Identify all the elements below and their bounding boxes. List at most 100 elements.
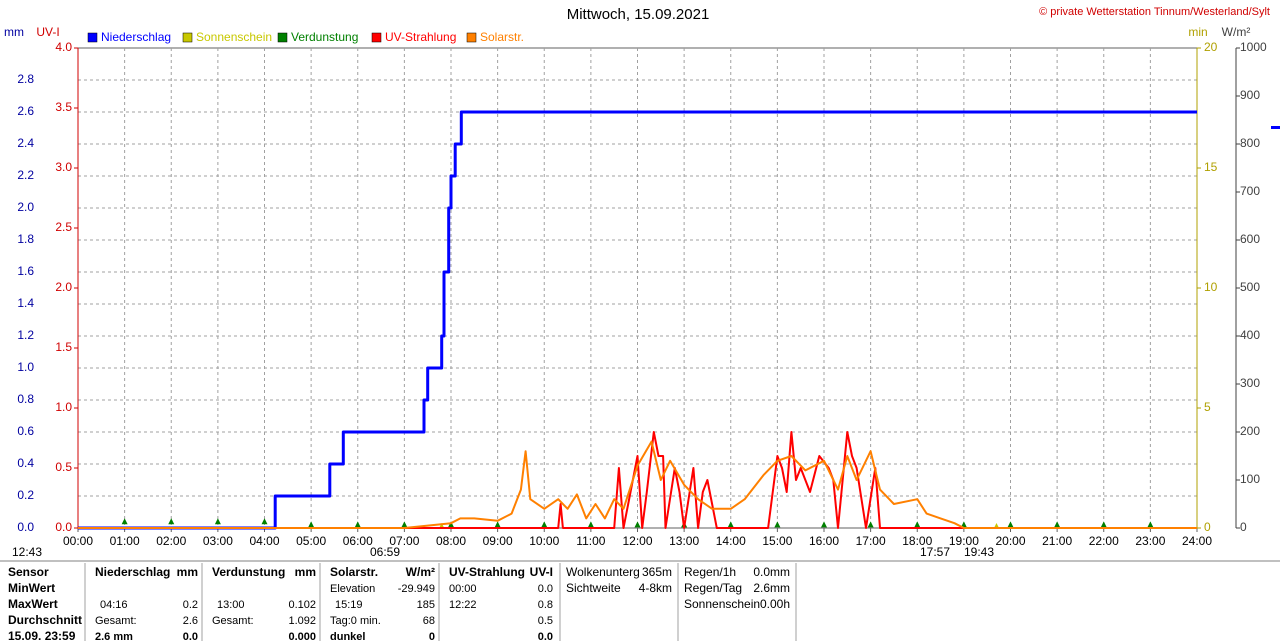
cell: 0.0: [538, 583, 553, 595]
y-tick-label: 10: [1204, 280, 1218, 294]
cell: 0: [429, 631, 435, 641]
info-label: Regen/Tag: [684, 581, 742, 595]
marker: [1147, 521, 1154, 528]
row-label: MinWert: [8, 581, 55, 595]
legend-swatch: [277, 32, 288, 43]
annotation: 06:59: [370, 545, 400, 559]
y-tick-label: 15: [1204, 160, 1218, 174]
row-label: Sensor: [8, 565, 49, 579]
legend-label: UV-Strahlung: [385, 30, 456, 44]
block-unit: W/m²: [406, 565, 435, 579]
y-tick-label: 2.6: [17, 104, 34, 118]
x-tick-label: 24:00: [1182, 534, 1212, 548]
x-tick-label: 03:00: [203, 534, 233, 548]
info-value: 4-8km: [639, 581, 672, 595]
y-tick-label: 4.0: [55, 40, 72, 54]
cell: 04:16: [100, 599, 128, 611]
annotation: 12:43: [12, 545, 42, 559]
series-line: [78, 440, 1197, 529]
y-tick-label: 2.8: [17, 72, 34, 86]
legend-label: Solarstr.: [480, 30, 524, 44]
y-tick-label: 0.8: [17, 392, 34, 406]
x-tick-label: 07:00: [389, 534, 419, 548]
marker: [541, 521, 548, 528]
legend-label: Sonnenschein: [196, 30, 272, 44]
y-tick-label: 3.5: [55, 100, 72, 114]
y-tick-label: 1.8: [17, 232, 34, 246]
cell: 2.6 mm: [95, 631, 133, 641]
x-tick-label: 09:00: [483, 534, 513, 548]
y-tick-label: 0: [1240, 520, 1247, 534]
x-tick-label: 16:00: [809, 534, 839, 548]
y-tick-label: 3.0: [55, 160, 72, 174]
y-tick-label: 800: [1240, 136, 1260, 150]
axis-unit: min: [1188, 25, 1207, 39]
cell: 0.5: [538, 615, 553, 627]
legend-swatch: [182, 32, 193, 43]
x-tick-label: 19:00: [949, 534, 979, 548]
annotation: 17:57: [920, 545, 950, 559]
series-line: [78, 431, 1197, 529]
block-unit: UV-I: [530, 565, 553, 579]
x-tick-label: 11:00: [576, 534, 605, 548]
marker: [867, 521, 874, 528]
x-tick-label: 17:00: [856, 534, 886, 548]
cell: -29.949: [398, 583, 435, 595]
y-tick-label: 2.0: [55, 280, 72, 294]
x-tick-label: 02:00: [156, 534, 186, 548]
y-tick-label: 1.0: [17, 360, 34, 374]
cell: 00:00: [449, 583, 477, 595]
info-label: Sonnenschein: [684, 597, 760, 611]
y-tick-label: 0.0: [55, 520, 72, 534]
x-tick-label: 04:00: [249, 534, 279, 548]
y-tick-label: 0.6: [17, 424, 34, 438]
x-tick-label: 21:00: [1042, 534, 1072, 548]
annotation: 19:43: [964, 545, 994, 559]
marker: [494, 521, 501, 528]
legend-label: Verdunstung: [291, 30, 358, 44]
marker: [214, 518, 221, 525]
marker: [354, 521, 361, 528]
side-marker: [1271, 126, 1280, 129]
y-tick-label: 400: [1240, 328, 1260, 342]
block-unit: mm: [177, 565, 198, 579]
y-tick-label: 2.2: [17, 168, 34, 182]
y-tick-label: 500: [1240, 280, 1260, 294]
y-tick-label: 900: [1240, 88, 1260, 102]
block-unit: mm: [295, 565, 316, 579]
x-tick-label: 01:00: [110, 534, 140, 548]
cell: 13:00: [217, 599, 245, 611]
info-label: Regen/1h: [684, 565, 736, 579]
marker: [821, 521, 827, 528]
cell: 1.092: [288, 615, 316, 627]
cell: 0.0: [183, 631, 198, 641]
x-tick-label: 08:00: [436, 534, 466, 548]
y-tick-label: 1.2: [17, 328, 34, 342]
block-header: Solarstr.: [330, 565, 378, 579]
x-tick-label: 15:00: [762, 534, 792, 548]
marker: [960, 521, 967, 528]
x-tick-label: 18:00: [902, 534, 932, 548]
y-tick-label: 1.5: [55, 340, 72, 354]
block-header: Niederschlag: [95, 565, 170, 579]
cell: 0.2: [183, 599, 198, 611]
cell: 15:19: [335, 599, 363, 611]
x-tick-label: 14:00: [716, 534, 746, 548]
info-value: 365m: [642, 565, 672, 579]
marker: [1007, 521, 1014, 528]
row-label: Durchschnitt: [8, 613, 82, 627]
copyright: © private Wetterstation Tinnum/Westerlan…: [1039, 6, 1270, 18]
info-value: 2.6mm: [753, 581, 790, 595]
marker: [1100, 521, 1107, 528]
cell: 0.102: [288, 599, 316, 611]
legend-swatch: [466, 32, 477, 43]
info-value: 0.00h: [760, 597, 790, 611]
marker: [401, 521, 408, 528]
y-tick-label: 0.2: [17, 488, 34, 502]
marker: [914, 521, 921, 528]
y-tick-label: 100: [1240, 472, 1260, 486]
cell: 0.0: [538, 631, 553, 641]
info-label: Wolkenunterg: [566, 565, 640, 579]
